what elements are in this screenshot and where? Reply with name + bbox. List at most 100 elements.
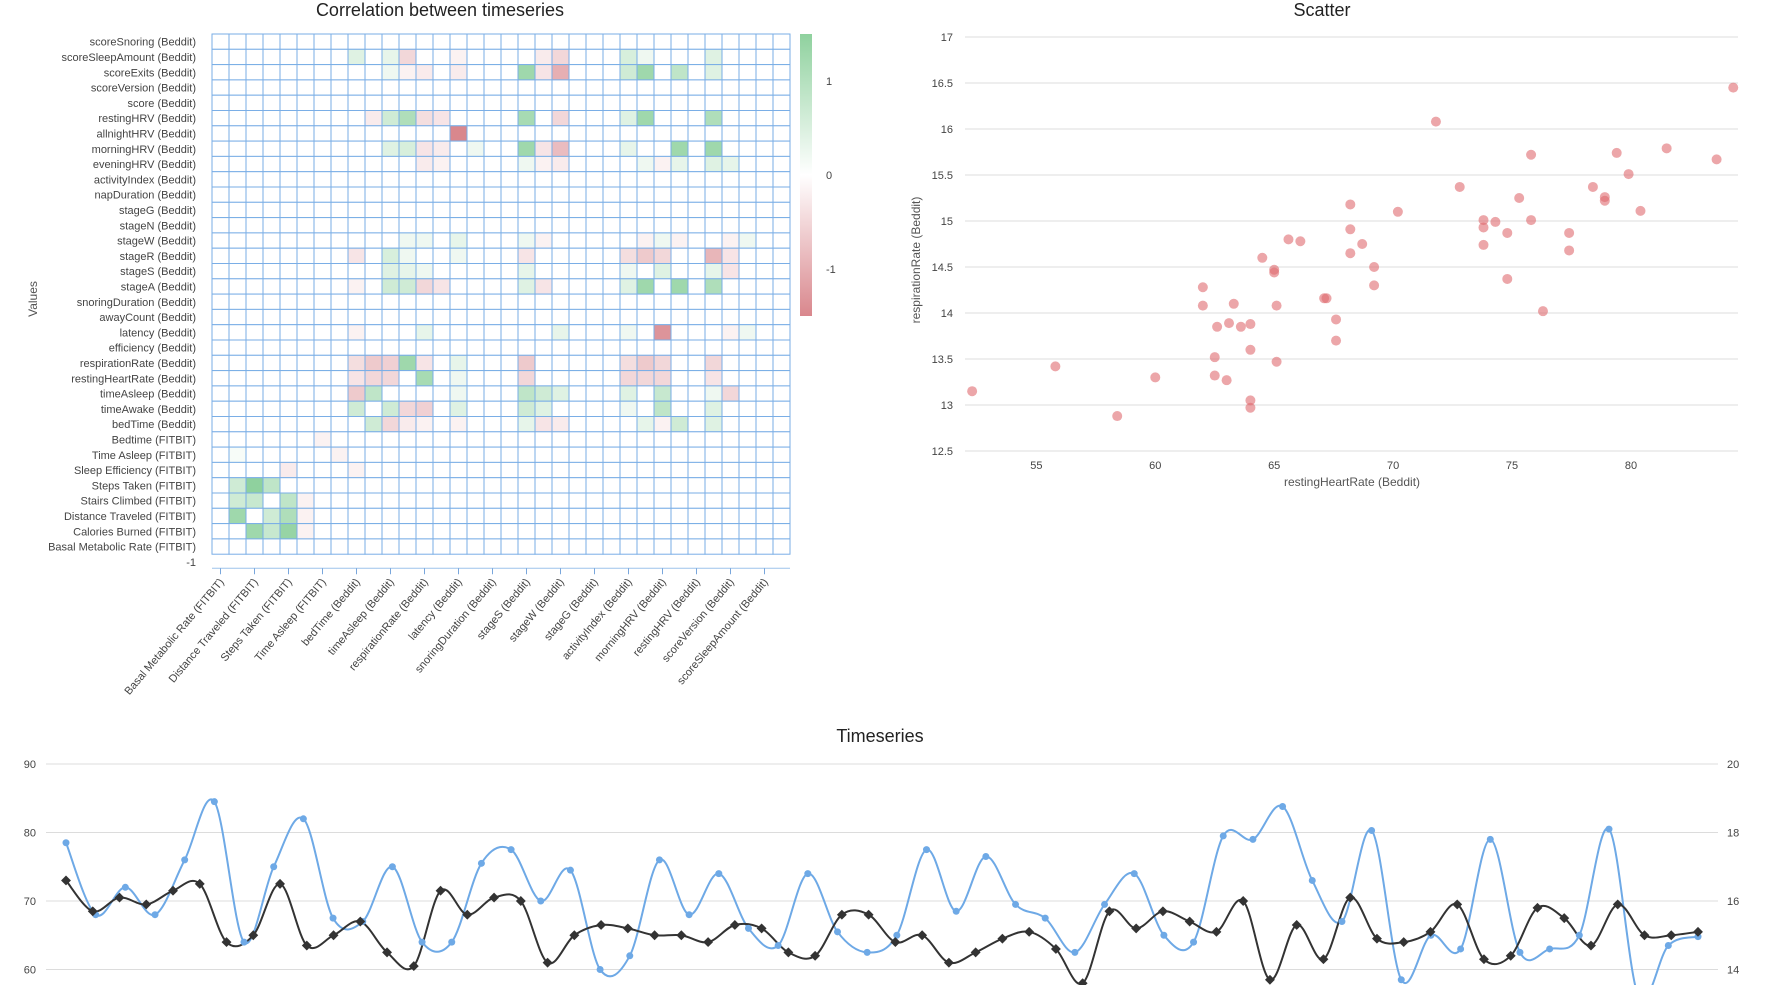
heatmap-cell (228, 48, 247, 66)
heatmap-cell (415, 155, 434, 173)
heatmap-cell (653, 431, 672, 448)
heatmap-cell (296, 247, 315, 264)
heatmap-cell (534, 155, 553, 173)
heatmap-cell (772, 400, 791, 418)
heatmap-cell (500, 48, 519, 66)
heatmap-cell (551, 140, 570, 157)
heatmap-cell (738, 461, 757, 479)
heatmap-cell (670, 339, 689, 356)
heatmap-cell (704, 64, 723, 81)
heatmap-cell (500, 507, 519, 525)
heatmap-cell (738, 232, 757, 249)
heatmap-cell (466, 186, 485, 203)
heatmap-cell (636, 33, 655, 50)
heatmap-cell (653, 354, 672, 372)
heatmap-cell (228, 370, 247, 387)
timeseries-point-blue (1308, 876, 1316, 884)
heatmap-cell (738, 247, 757, 264)
heatmap-cell (313, 446, 332, 463)
heatmap-cell (449, 293, 468, 310)
heatmap-cell (653, 64, 672, 81)
heatmap-cell (721, 263, 740, 280)
scatter-point (1711, 154, 1722, 165)
heatmap-cell (398, 110, 417, 127)
heatmap-cell (211, 385, 230, 402)
heatmap-cell (415, 339, 434, 356)
heatmap-row-label: efficiency (Beddit) (109, 343, 196, 355)
heatmap-cell (313, 492, 332, 509)
heatmap-cell (551, 339, 570, 356)
heatmap-cell (755, 155, 774, 173)
timeseries-point-blue (1279, 802, 1287, 810)
heatmap-cell (687, 385, 706, 402)
heatmap-cell (653, 324, 672, 341)
heatmap-cell (245, 247, 264, 264)
heatmap-cell (585, 324, 604, 341)
heatmap-cell (517, 431, 536, 448)
heatmap-cell (585, 125, 604, 142)
heatmap-cell (483, 416, 502, 433)
heatmap-cell (619, 507, 638, 525)
heatmap-cell (313, 416, 332, 433)
heatmap-cell (517, 324, 536, 341)
heatmap-cell (245, 48, 264, 66)
heatmap-cell (704, 201, 723, 219)
heatmap-cell (670, 431, 689, 448)
heatmap-cell (245, 461, 264, 479)
heatmap-cell (585, 155, 604, 173)
heatmap-cell (704, 370, 723, 387)
heatmap-cell (517, 140, 536, 157)
timeseries-point-blue (448, 938, 456, 946)
heatmap-cell (211, 446, 230, 463)
heatmap-cell (551, 64, 570, 81)
heatmap-cell (296, 523, 315, 540)
heatmap-cell (585, 64, 604, 81)
heatmap-cell (500, 94, 519, 111)
heatmap-cell (602, 155, 621, 173)
heatmap-cell (738, 523, 757, 540)
scatter-point (1345, 248, 1356, 259)
heatmap-cell (517, 507, 536, 525)
heatmap-cell (211, 140, 230, 157)
heatmap-cell (500, 110, 519, 127)
heatmap-cell (721, 523, 740, 540)
heatmap-cell (398, 477, 417, 494)
heatmap-cell (483, 385, 502, 402)
heatmap-cell (262, 247, 281, 264)
timeseries-point-blue (1219, 832, 1227, 840)
heatmap-cell (721, 431, 740, 448)
heatmap-cell (704, 492, 723, 509)
heatmap-cell (636, 385, 655, 402)
heatmap-cell (738, 400, 757, 418)
heatmap-cell (619, 155, 638, 173)
heatmap-row-label: stageA (Beddit) (121, 281, 196, 293)
heatmap-cell (279, 64, 298, 81)
heatmap-cell (517, 155, 536, 173)
heatmap-cell (721, 538, 740, 555)
heatmap-cell (279, 186, 298, 203)
heatmap-cell (517, 370, 536, 387)
heatmap-cell (687, 33, 706, 50)
heatmap-cell (619, 186, 638, 203)
heatmap-cell (568, 293, 587, 310)
heatmap-cell (721, 278, 740, 295)
heatmap-cell (636, 523, 655, 540)
heatmap-cell (534, 400, 553, 418)
heatmap-cell (296, 186, 315, 203)
heatmap-cell (279, 400, 298, 418)
heatmap-cell (211, 263, 230, 280)
heatmap-cell (364, 293, 383, 310)
heatmap-cell (670, 155, 689, 173)
timeseries-point-blue (655, 856, 663, 864)
timeseries-point-blue (626, 952, 634, 960)
heatmap-cell (466, 416, 485, 433)
heatmap-cell (653, 278, 672, 295)
scatter-point (1271, 300, 1282, 311)
heatmap-cell (568, 354, 587, 372)
timeseries-point-dark (703, 937, 714, 948)
heatmap-cell (585, 523, 604, 540)
heatmap-cell (721, 48, 740, 66)
heatmap-cell (704, 171, 723, 188)
heatmap-cell (500, 370, 519, 387)
heatmap-cell (534, 171, 553, 188)
